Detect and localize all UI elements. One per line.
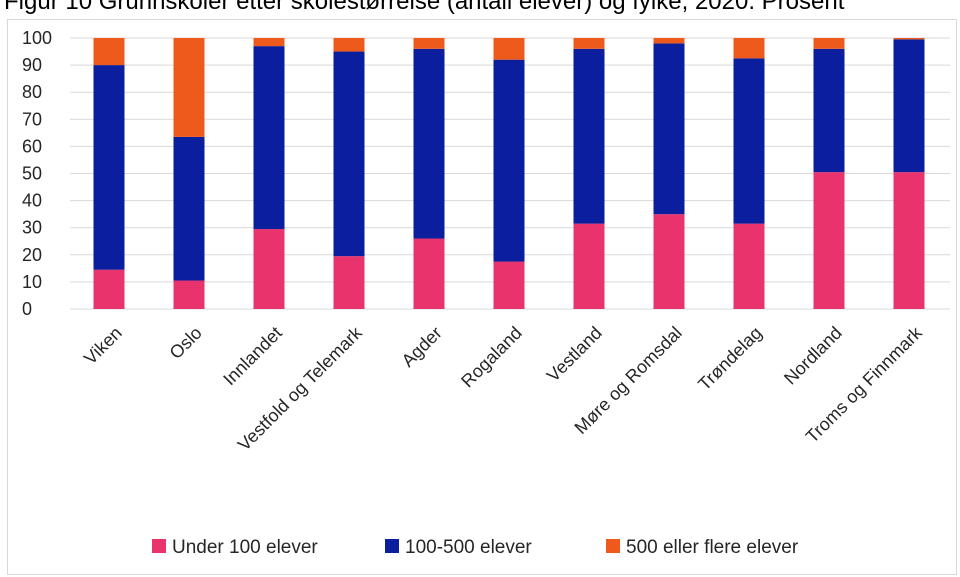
bar-segment — [813, 38, 845, 49]
bar-segment — [733, 223, 765, 309]
bar-segment — [93, 38, 125, 66]
bar-segment — [253, 46, 285, 230]
bar-segment — [813, 172, 845, 309]
bar-segment — [733, 38, 765, 59]
legend-swatch — [385, 539, 399, 553]
chart-caption: Figur 10 Grunnskoler etter skolestørrels… — [4, 0, 845, 15]
bar-segment — [333, 256, 365, 309]
bar-segment — [333, 38, 365, 52]
bar-segment — [493, 261, 525, 309]
y-tick-label: 100 — [22, 28, 52, 48]
bar-segment — [333, 51, 365, 257]
bar-segment — [93, 65, 125, 270]
bar-segment — [93, 269, 125, 309]
x-tick-label: Innlandet — [219, 323, 286, 390]
bar-segment — [893, 172, 925, 309]
legend-label: 500 eller flere elever — [626, 537, 799, 558]
legend-label: 100-500 elever — [405, 537, 532, 558]
x-tick-label: Trøndelag — [694, 323, 766, 395]
bar-segment — [413, 48, 445, 239]
bar-segment — [493, 59, 525, 262]
y-tick-label: 0 — [22, 299, 32, 319]
chart-frame — [7, 19, 957, 575]
x-tick-label: Oslo — [166, 323, 206, 363]
bar-segment — [173, 280, 205, 309]
bars — [93, 38, 925, 309]
x-tick-label: Viken — [80, 323, 126, 369]
bar-segment — [573, 38, 605, 49]
y-tick-label: 90 — [22, 55, 42, 75]
x-tick-label: Nordland — [780, 323, 846, 389]
y-tick-label: 50 — [22, 164, 42, 184]
bar-segment — [573, 48, 605, 224]
bar-segment — [653, 214, 685, 309]
bar-segment — [173, 38, 205, 137]
x-tick-label: Rogaland — [457, 323, 526, 392]
bar-segment — [413, 238, 445, 309]
y-tick-label: 30 — [22, 218, 42, 238]
y-axis-ticks: 0 10 20 30 40 50 60 70 80 90 100 — [22, 28, 52, 319]
y-tick-label: 80 — [22, 82, 42, 102]
bar-segment — [173, 136, 205, 281]
bar-segment — [733, 58, 765, 224]
legend-swatch — [606, 539, 620, 553]
bar-segment — [893, 38, 925, 40]
bar-segment — [813, 48, 845, 173]
bar-segment — [493, 38, 525, 60]
y-tick-label: 70 — [22, 109, 42, 129]
bar-segment — [893, 39, 925, 173]
y-tick-label: 20 — [22, 245, 42, 265]
x-tick-label: Agder — [398, 323, 446, 371]
bar-segment — [653, 38, 685, 44]
bar-segment — [253, 38, 285, 47]
bar-segment — [653, 43, 685, 215]
legend-swatch — [152, 539, 166, 553]
legend: Under 100 elever 100-500 elever 500 eller … — [152, 537, 799, 558]
legend-label: Under 100 elever — [172, 537, 318, 558]
bar-segment — [253, 229, 285, 309]
bar-segment — [413, 38, 445, 49]
bar-segment — [573, 223, 605, 309]
y-tick-label: 40 — [22, 191, 42, 211]
y-tick-label: 60 — [22, 136, 42, 156]
y-tick-label: 10 — [22, 272, 42, 292]
x-tick-label: Vestland — [543, 323, 606, 386]
